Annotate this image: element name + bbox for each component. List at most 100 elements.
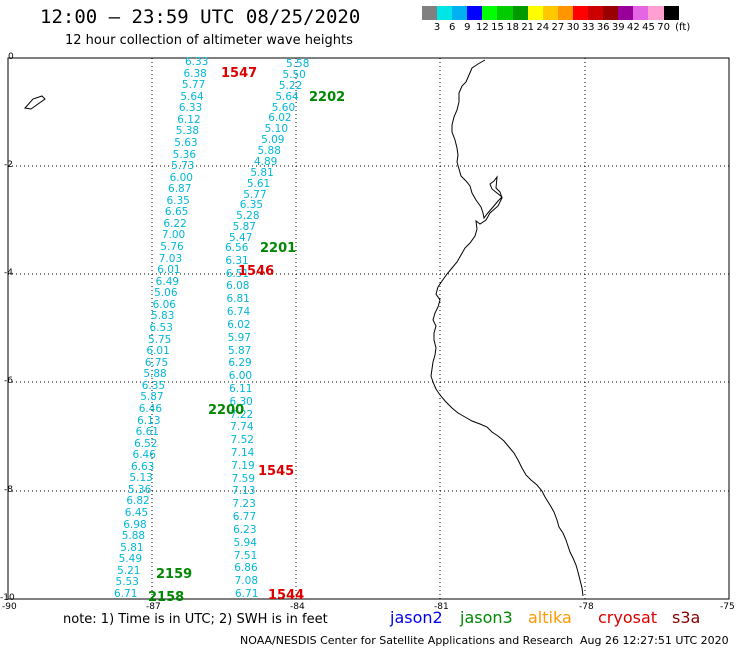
wave-height-label: 5.94 xyxy=(233,536,257,549)
wave-height-label: 5.88 xyxy=(257,145,281,157)
wave-height-label: 6.22 xyxy=(163,217,187,230)
wave-height-label: 5.87 xyxy=(140,391,164,404)
wave-height-label: 6.53 xyxy=(149,322,173,334)
wave-height-label: 5.28 xyxy=(236,210,260,223)
pass-time-label: 1547 xyxy=(221,66,258,81)
wave-height-label: 7.14 xyxy=(230,447,255,460)
wave-height-label: 4.89 xyxy=(253,155,278,168)
wave-height-label: 5.21 xyxy=(117,564,141,577)
color-scale-cell xyxy=(588,6,604,20)
x-tick-label: -81 xyxy=(434,602,449,612)
color-scale-label: 45 xyxy=(642,22,655,33)
color-scale-cell xyxy=(482,6,498,20)
wave-height-label: 6.08 xyxy=(226,280,250,293)
wave-height-label: 5.77 xyxy=(181,79,206,92)
wave-height-label: 6.02 xyxy=(268,112,292,125)
wave-height-label: 6.12 xyxy=(177,113,201,126)
y-tick-label: -4 xyxy=(4,268,13,278)
wave-height-label: 6.46 xyxy=(138,402,163,415)
pass-time-label: 1546 xyxy=(238,264,275,279)
wave-height-label: 5.61 xyxy=(246,177,271,190)
color-scale-label: 42 xyxy=(627,22,640,33)
color-scale-label: 36 xyxy=(596,22,610,33)
color-scale-cell xyxy=(512,6,528,20)
wave-height-label: 7.22 xyxy=(229,408,254,421)
wave-height-label: 6.00 xyxy=(228,370,253,383)
wave-height-label: 7.08 xyxy=(234,575,259,588)
satellite-legend-item: jason3 xyxy=(460,608,513,627)
y-tick-label: -6 xyxy=(4,376,13,386)
wave-height-label: 6.82 xyxy=(126,495,150,508)
wave-height-label: 6.63 xyxy=(130,460,155,473)
y-tick-label: -2 xyxy=(4,160,13,170)
wave-height-label: 5.10 xyxy=(264,123,289,136)
wave-height-label: 6.71 xyxy=(114,588,138,600)
y-tick-label: 0 xyxy=(8,52,14,62)
map-title: 12:00 — 23:59 UTC 08/25/2020 xyxy=(40,6,361,28)
color-scale-cell xyxy=(422,6,438,20)
color-scale-label: (ft) xyxy=(675,22,691,33)
wave-height-label: 5.73 xyxy=(171,160,195,173)
wave-height-label: 5.81 xyxy=(120,541,144,554)
wave-height-label: 6.29 xyxy=(228,357,252,370)
y-tick-label: -10 xyxy=(0,593,15,603)
wave-height-label: 6.01 xyxy=(146,345,170,358)
grid-lines xyxy=(8,58,729,599)
wave-height-label: 7.13 xyxy=(232,485,256,498)
wave-height-label: 6.11 xyxy=(229,382,253,395)
color-scale-label: 12 xyxy=(476,22,489,33)
wave-height-label: 6.49 xyxy=(155,275,180,288)
credit-text: NOAA/NESDIS Center for Satellite Applica… xyxy=(240,634,574,647)
wave-height-label: 7.19 xyxy=(231,459,255,472)
wave-height-label: 5.38 xyxy=(175,125,200,138)
wave-height-label: 5.09 xyxy=(261,134,285,147)
footnote: note: 1) Time is in UTC; 2) SWH is in fe… xyxy=(63,612,328,627)
wave-height-label: 6.75 xyxy=(144,356,169,369)
wave-height-label: 5.47 xyxy=(229,232,253,244)
plot-frame xyxy=(7,57,730,600)
wave-height-label: 5.88 xyxy=(143,368,167,381)
wave-height-label: 6.74 xyxy=(226,306,251,319)
wave-height-label: 6.00 xyxy=(169,171,193,184)
wave-height-label: 6.31 xyxy=(225,254,249,267)
wave-height-label: 5.64 xyxy=(180,90,204,103)
color-scale-cell xyxy=(437,6,453,20)
color-scale-label: 70 xyxy=(657,22,670,33)
color-scale-label: 21 xyxy=(521,22,535,33)
timestamp-text: Aug 26 12:27:51 UTC 2020 xyxy=(580,634,729,647)
wave-height-label: 6.61 xyxy=(135,426,159,439)
color-scale-cell xyxy=(452,6,468,20)
wave-height-label: 5.22 xyxy=(278,79,303,92)
color-scale-cell xyxy=(648,6,664,20)
pass-time-label: 1544 xyxy=(268,588,305,603)
x-tick-label: -90 xyxy=(2,602,17,612)
color-scale-label: 18 xyxy=(506,22,519,33)
pass-time-label: 1545 xyxy=(258,464,295,479)
wave-height-label: 5.87 xyxy=(227,344,252,357)
wave-height-label: 5.87 xyxy=(232,221,256,234)
color-scale-label: 24 xyxy=(536,22,550,33)
color-scale-cell xyxy=(497,6,513,20)
color-scale-cell xyxy=(467,6,483,20)
color-scale-cell xyxy=(527,6,543,20)
wave-height-label: 5.60 xyxy=(271,101,296,114)
wave-height-label: 5.50 xyxy=(282,68,306,81)
x-tick-label: -78 xyxy=(579,602,594,612)
wave-height-label: 5.88 xyxy=(121,530,146,543)
color-scale-label: 39 xyxy=(611,22,625,33)
color-scale-cell xyxy=(542,6,558,20)
wave-height-label: 6.23 xyxy=(233,523,257,536)
wave-height-label: 5.63 xyxy=(174,136,198,149)
wave-height-label: 6.02 xyxy=(227,318,251,331)
color-scale-label: 9 xyxy=(464,22,471,33)
wave-height-label: 7.59 xyxy=(231,472,256,485)
wave-height-label: 7.74 xyxy=(230,421,254,434)
x-tick-label: -87 xyxy=(146,602,161,612)
wave-height-label: 6.33 xyxy=(178,102,203,115)
wave-height-label: 6.35 xyxy=(239,199,264,212)
pass-time-label: 2200 xyxy=(208,403,245,418)
wave-height-label: 6.06 xyxy=(152,298,176,311)
wave-height-label: 6.77 xyxy=(232,511,257,524)
wave-height-label: 6.30 xyxy=(229,395,253,408)
